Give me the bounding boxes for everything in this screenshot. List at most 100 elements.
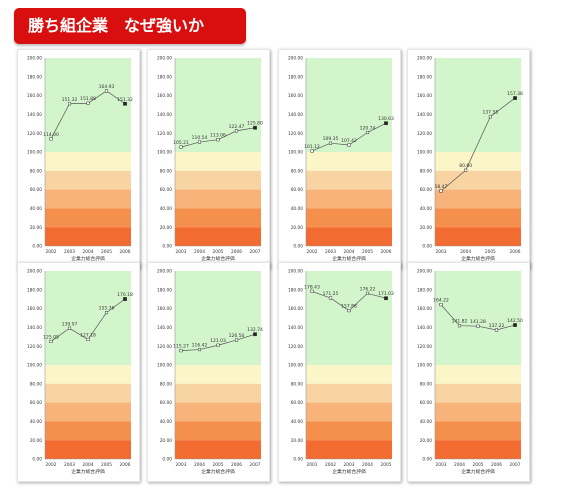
y-tick-label: 140.00 — [288, 325, 303, 331]
page-title-banner: 勝ち組企業 なぜ強いか — [14, 8, 246, 44]
y-tick-label: 120.00 — [288, 344, 303, 350]
score-band — [175, 383, 261, 403]
data-label: 80.60 — [459, 163, 472, 169]
score-band — [306, 208, 392, 228]
score-band — [45, 271, 131, 365]
data-point-marker — [234, 129, 239, 133]
data-point-marker — [234, 338, 239, 342]
score-band — [306, 383, 392, 403]
y-tick-label: 60.00 — [420, 400, 433, 406]
line-chart: 0.00 20.00 40.00 60.00 80.00 100.00 120.00 140.… — [27, 269, 133, 475]
x-tick-label: 2003 — [344, 462, 355, 468]
score-band — [306, 152, 392, 171]
score-band — [435, 189, 521, 209]
y-tick-label: 80.00 — [420, 168, 433, 174]
x-tick-label: 2006 — [231, 249, 242, 255]
y-tick-label: 160.00 — [417, 306, 432, 312]
data-point-marker — [179, 145, 183, 149]
y-tick-label: 60.00 — [160, 400, 173, 406]
x-axis-label: 企業力総合評価 — [461, 255, 495, 262]
data-label: 125.05 — [43, 334, 59, 340]
x-tick-label: 2002 — [325, 462, 336, 468]
y-tick-label: 20.00 — [420, 225, 433, 231]
y-tick-label: 120.00 — [27, 131, 42, 137]
line-chart: 0.00 20.00 40.00 60.00 80.00 100.00 120.00 140.… — [27, 56, 133, 262]
score-band — [306, 58, 392, 152]
data-label: 115.27 — [173, 344, 189, 350]
score-band — [306, 440, 392, 459]
data-point-marker — [513, 96, 517, 100]
score-band — [45, 170, 131, 190]
y-tick-label: 20.00 — [160, 438, 173, 444]
score-band — [435, 440, 521, 459]
x-tick-label: 2003 — [436, 462, 447, 468]
data-label: 105.21 — [173, 140, 189, 146]
y-tick-label: 60.00 — [160, 187, 173, 193]
data-label: 171.03 — [378, 291, 394, 297]
y-tick-label: 80.00 — [30, 381, 43, 387]
chart-card: 0.00 20.00 40.00 60.00 80.00 100.00 120.00 140.… — [278, 49, 401, 269]
x-axis-label: 企業力総合評価 — [332, 468, 366, 475]
y-tick-label: 80.00 — [160, 381, 173, 387]
y-tick-label: 20.00 — [160, 225, 173, 231]
data-label: 151.32 — [62, 97, 78, 103]
x-tick-label: 2004 — [83, 462, 94, 468]
y-tick-label: 40.00 — [291, 419, 304, 425]
data-label: 137.55 — [482, 110, 498, 116]
x-tick-label: 2004 — [344, 249, 355, 255]
score-band — [45, 152, 131, 171]
y-tick-label: 200.00 — [417, 56, 432, 62]
y-tick-label: 140.00 — [27, 112, 42, 118]
y-tick-label: 40.00 — [30, 419, 43, 425]
data-point-marker — [310, 289, 314, 293]
x-tick-label: 2005 — [485, 249, 496, 255]
data-label: 157.38 — [507, 91, 523, 97]
data-label: 58.47 — [435, 184, 448, 190]
score-band — [435, 271, 521, 365]
data-point-marker — [253, 125, 257, 130]
data-label: 151.32 — [117, 97, 133, 103]
line-chart: 0.00 20.00 40.00 60.00 80.00 100.00 120.00 140.… — [157, 56, 263, 262]
x-tick-label: 2005 — [101, 249, 112, 255]
score-band — [435, 227, 521, 246]
data-point-marker — [457, 324, 462, 328]
data-point-marker — [494, 328, 499, 332]
y-tick-label: 140.00 — [157, 325, 172, 331]
data-label: 107.42 — [341, 138, 357, 144]
y-tick-label: 160.00 — [27, 306, 42, 312]
score-band — [435, 365, 521, 384]
data-point-marker — [347, 309, 351, 313]
data-label: 171.25 — [323, 291, 339, 297]
y-tick-label: 40.00 — [420, 419, 433, 425]
data-point-marker — [216, 343, 220, 347]
y-tick-label: 60.00 — [420, 187, 433, 193]
x-tick-label: 2007 — [250, 462, 261, 468]
y-tick-label: 160.00 — [27, 93, 42, 99]
score-band — [306, 271, 392, 365]
x-axis-label: 企業力総合評価 — [461, 468, 495, 475]
x-tick-label: 2002 — [46, 462, 57, 468]
y-tick-label: 140.00 — [157, 112, 172, 118]
y-tick-label: 100.00 — [157, 150, 172, 156]
score-band — [435, 170, 521, 190]
y-tick-label: 20.00 — [291, 225, 304, 231]
y-tick-label: 20.00 — [30, 438, 43, 444]
x-axis-label: 企業力総合評価 — [71, 468, 105, 475]
chart-card: 0.00 20.00 40.00 60.00 80.00 100.00 120.00 140.… — [278, 262, 401, 482]
y-tick-label: 100.00 — [157, 363, 172, 369]
data-point-marker — [464, 168, 468, 172]
data-point-marker — [67, 102, 72, 106]
x-tick-label: 2004 — [194, 249, 205, 255]
x-tick-label: 2004 — [454, 462, 465, 468]
data-label: 121.03 — [210, 338, 226, 344]
score-band — [175, 440, 261, 459]
chart-card: 0.00 20.00 40.00 60.00 80.00 100.00 120.00 140.… — [147, 262, 270, 482]
line-chart: 0.00 20.00 40.00 60.00 80.00 100.00 120.00 140.… — [288, 56, 394, 262]
score-band — [45, 208, 131, 228]
y-tick-label: 200.00 — [288, 269, 303, 275]
score-band — [45, 227, 131, 246]
y-tick-label: 0.00 — [422, 244, 432, 250]
x-tick-label: 2003 — [64, 249, 75, 255]
y-tick-label: 40.00 — [420, 206, 433, 212]
y-tick-label: 0.00 — [32, 457, 42, 463]
